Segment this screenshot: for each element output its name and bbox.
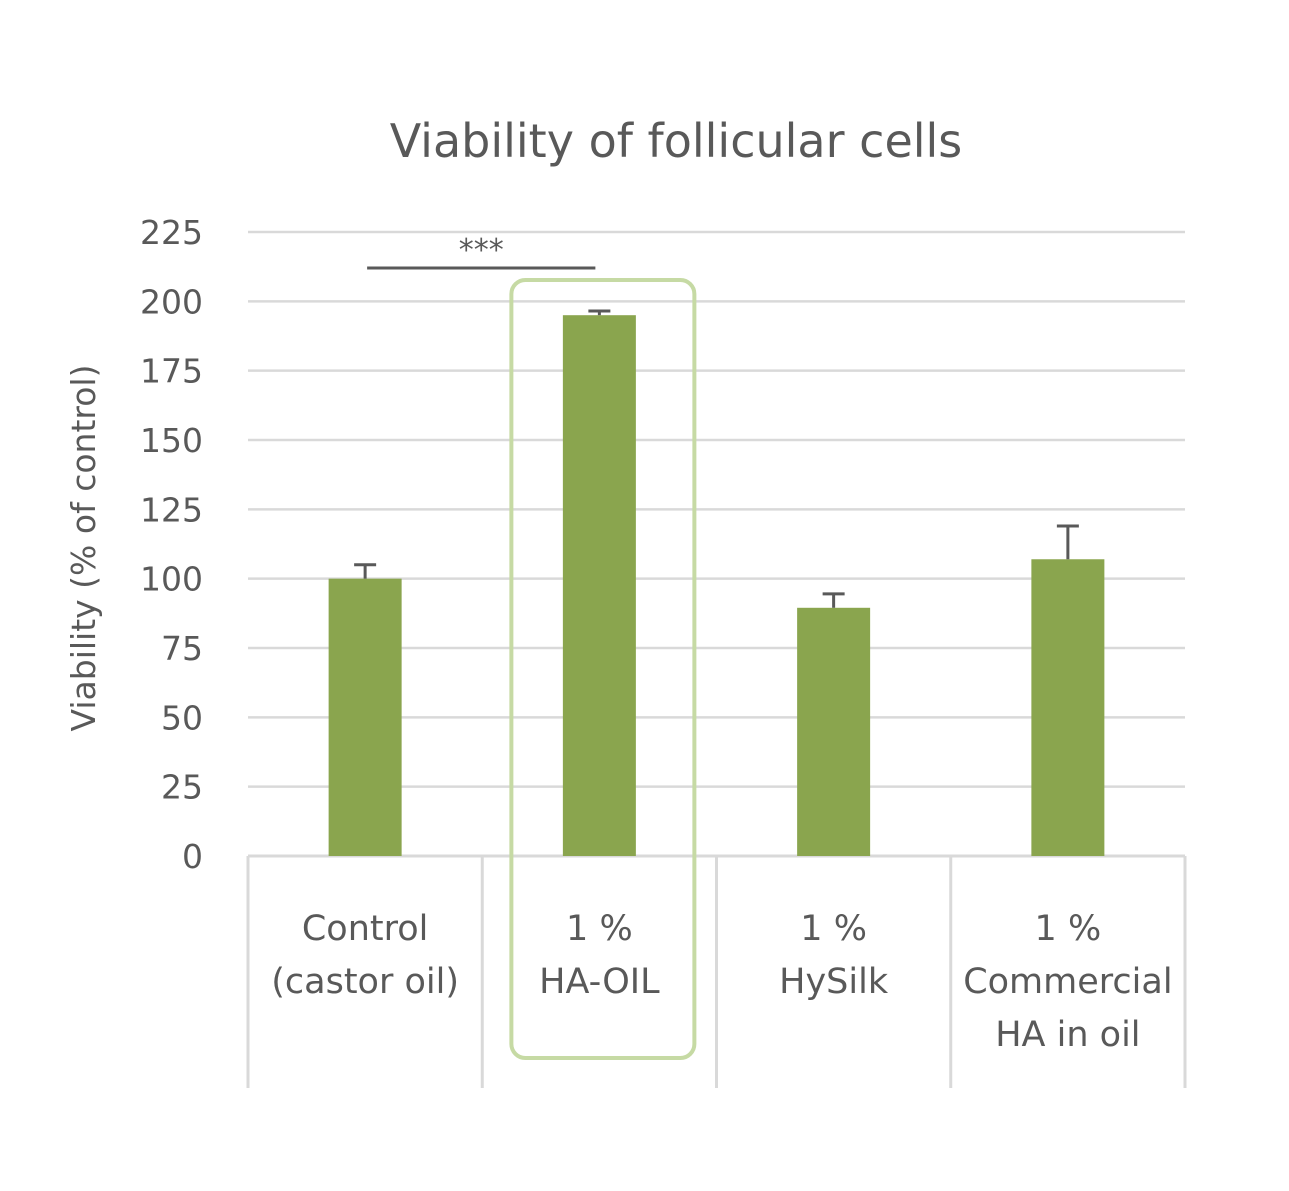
y-tick-label: 175 bbox=[140, 352, 203, 391]
y-tick-label: 200 bbox=[140, 282, 203, 321]
y-tick-label: 75 bbox=[161, 629, 203, 668]
error-bar bbox=[1056, 524, 1079, 560]
category-label: HySilk bbox=[779, 962, 889, 1002]
bar bbox=[797, 607, 871, 856]
bar bbox=[562, 315, 636, 856]
error-bar bbox=[354, 563, 377, 579]
error-bar bbox=[822, 592, 845, 608]
y-tick-label: 25 bbox=[161, 768, 203, 807]
y-tick-label: 150 bbox=[140, 421, 203, 460]
category-label: Commercial bbox=[963, 962, 1172, 1002]
y-tick-label: 50 bbox=[161, 698, 203, 737]
chart-title: Viability of follicular cells bbox=[390, 114, 963, 168]
highlight-box bbox=[509, 278, 697, 1060]
y-tick-labels: 0 25 50 75 100 125 150 175 200 225 bbox=[140, 213, 203, 876]
error-bars bbox=[354, 309, 1079, 608]
category-label: HA-OIL bbox=[539, 962, 660, 1002]
y-tick-label: 225 bbox=[140, 213, 203, 252]
category-label: 1 % bbox=[1035, 909, 1102, 949]
category-label: (castor oil) bbox=[271, 962, 459, 1002]
significance-label: *** bbox=[459, 233, 504, 268]
bar bbox=[328, 578, 402, 856]
y-axis-label: Viability (% of control) bbox=[64, 365, 103, 732]
bar bbox=[1031, 559, 1105, 856]
error-bar bbox=[588, 309, 611, 316]
bars bbox=[328, 315, 1105, 856]
highlight-rect bbox=[509, 278, 697, 1060]
significance-marker: *** bbox=[367, 233, 596, 270]
category-label: 1 % bbox=[800, 909, 867, 949]
category-label: HA in oil bbox=[995, 1015, 1140, 1055]
gridlines bbox=[248, 230, 1185, 788]
category-labels: Control (castor oil) 1 % HA-OIL 1 % HySilk 1 %… bbox=[271, 909, 1172, 1055]
y-tick-label: 125 bbox=[140, 490, 203, 529]
y-tick-label: 0 bbox=[182, 837, 203, 876]
category-label: 1 % bbox=[566, 909, 633, 949]
category-table bbox=[246, 854, 1187, 1088]
y-tick-label: 100 bbox=[140, 560, 203, 599]
category-label: Control bbox=[302, 909, 429, 949]
